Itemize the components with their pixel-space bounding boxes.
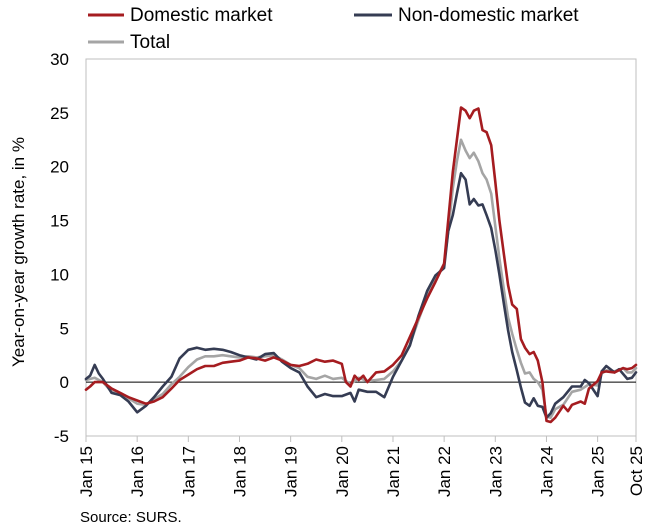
x-tick-label: Jan 24 <box>537 446 556 497</box>
legend: Domestic market Non-domestic market Tota… <box>88 5 579 53</box>
y-tick-label: -5 <box>54 427 69 446</box>
y-axis-title: Year-on-year growth rate, in % <box>9 137 28 367</box>
x-tick-label: Jan 21 <box>384 446 403 497</box>
y-tick-label: 5 <box>60 319 69 338</box>
x-tick-label: Jan 16 <box>128 446 147 497</box>
source-note: Source: SURS. <box>80 509 182 526</box>
x-tick-label: Jan 23 <box>486 446 505 497</box>
x-tick-label: Oct 25 <box>627 446 646 496</box>
x-tick-label: Jan 17 <box>179 446 198 497</box>
y-tick-label: 25 <box>50 104 69 123</box>
legend-label-domestic: Domestic market <box>130 5 273 26</box>
x-tick-label: Jan 19 <box>282 446 301 497</box>
y-tick-label: 0 <box>60 373 69 392</box>
x-tick-label: Jan 15 <box>77 446 96 497</box>
x-tick-label: Jan 25 <box>589 446 608 497</box>
legend-label-total: Total <box>130 32 170 53</box>
y-tick-label: 20 <box>50 158 69 177</box>
x-tick-label: Jan 22 <box>435 446 454 497</box>
y-tick-label: 15 <box>50 212 69 231</box>
series-line-total <box>84 138 638 419</box>
series-line-domestic-market <box>84 106 638 424</box>
y-tick-label: 30 <box>50 50 69 69</box>
plot-area <box>85 58 637 437</box>
series-line-non-domestic-market <box>84 171 638 419</box>
legend-label-non-domestic: Non-domestic market <box>398 5 579 26</box>
y-tick-label: 10 <box>50 265 69 284</box>
x-tick-label: Jan 18 <box>230 446 249 497</box>
x-tick-label: Jan 20 <box>333 446 352 497</box>
